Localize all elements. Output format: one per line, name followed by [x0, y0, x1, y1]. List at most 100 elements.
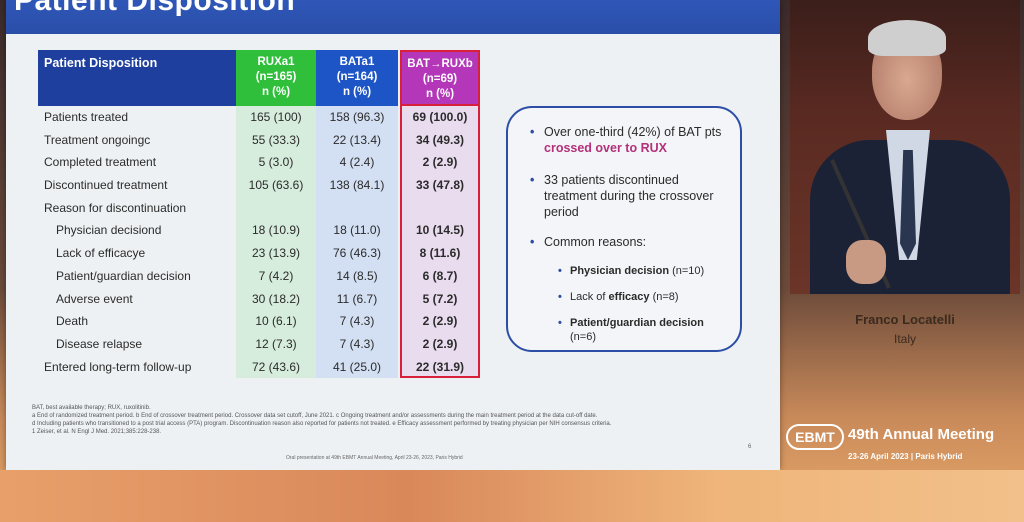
rux-column-background	[236, 106, 316, 378]
callout-bullet-reasons: • Common reasons:	[530, 235, 647, 249]
cell-c3: 8 (11.6)	[419, 246, 461, 261]
table-row: Adverse event 30 (18.2) 11 (6.7) 5 (7.2)	[38, 288, 480, 311]
slide-footnotes: BAT, best available therapy; RUX, ruxoli…	[32, 404, 732, 436]
cell-c1: 10 (6.1)	[255, 314, 297, 329]
cell-c2: 4 (2.4)	[339, 155, 375, 170]
speaker-tie	[900, 150, 916, 260]
table-row: Reason for discontinuation	[38, 197, 480, 220]
cell-c1: 7 (4.2)	[258, 268, 294, 283]
header-rux-name: RUXa1	[257, 56, 295, 68]
header-rux-unit: n (%)	[261, 86, 291, 98]
cell-c2: 7 (4.3)	[339, 314, 375, 329]
row-label: Adverse event	[56, 291, 133, 306]
cell-c1: 165 (100)	[250, 110, 302, 124]
row-label: Reason for discontinuation	[44, 200, 187, 215]
header-rux-n: (n=165)	[255, 71, 297, 83]
slide-page-number: 6	[748, 444, 752, 450]
callout-bullet-discontinued: • 33 patients discontinued treatment duri…	[530, 173, 714, 219]
presentation-slide: Patient Disposition Patient Disposition …	[6, 0, 780, 470]
table-row: Lack of efficacye 23 (13.9) 76 (46.3) 8 (11…	[38, 242, 480, 265]
speaker-name: Franco Locatelli	[855, 312, 955, 327]
table-row: Entered long-term follow-up 72 (43.6) 41 (…	[38, 356, 480, 379]
cell-c3: 69 (100.0)	[412, 110, 468, 124]
header-crossover-name: BAT→RUXb	[407, 58, 473, 70]
table-row: Patients treated 165 (100) 158 (96.3) 69 (1…	[38, 106, 480, 129]
cell-c2: 11 (6.7)	[336, 291, 378, 306]
cell-c3: 34 (49.3)	[415, 132, 465, 147]
table-row: Death 10 (6.1) 7 (4.3) 2 (2.9)	[38, 310, 480, 333]
speaker-country: Italy	[893, 332, 916, 346]
event-title: 49th Annual Meeting	[848, 426, 995, 443]
row-label: Lack of efficacye	[56, 246, 146, 261]
speaker-video	[790, 0, 1020, 294]
header-crossover-n: (n=69)	[422, 73, 458, 85]
oral-presentation-note: Oral presentation at 49th EBMT Annual Me…	[286, 455, 463, 461]
cell-c3: 22 (31.9)	[415, 359, 465, 374]
footnote: a End of randomized treatment period. b …	[32, 413, 598, 419]
table-row: Treatment ongoingc 55 (33.3) 22 (13.4) 34 (…	[38, 129, 480, 152]
cell-c3: 33 (47.8)	[415, 178, 465, 193]
speaker-hair	[868, 20, 946, 56]
slide-title-bar: Patient Disposition	[6, 0, 780, 34]
cell-c1: 105 (63.6)	[248, 178, 304, 193]
cell-c2: 138 (84.1)	[329, 178, 385, 193]
callout-bullet-crossover: • Over one-third (42%) of BAT pts crossed…	[530, 125, 722, 155]
cell-c3: 2 (2.9)	[422, 336, 458, 351]
reason-physician-decision: • Physician decision (n=10)	[558, 265, 705, 277]
table-row: Physician decisiond 18 (10.9) 18 (11.0) 10 …	[38, 219, 480, 242]
cell-c2: 22 (13.4)	[332, 132, 382, 147]
row-label: Patient/guardian decision	[56, 268, 191, 283]
header-bat-n: (n=164)	[336, 71, 378, 83]
footnote-reference: 1 Zeiser, et al. N Engl J Med. 2021;385:…	[32, 429, 162, 435]
table-header-label: Patient Disposition	[38, 50, 236, 106]
table-body: Patients treated 165 (100) 158 (96.3) 69 (1…	[38, 106, 480, 378]
header-bat-name: BATa1	[339, 56, 375, 68]
row-label: Patients treated	[44, 110, 129, 124]
footnote: d Including patients who transitioned to…	[32, 421, 612, 427]
header-crossover: BAT→RUXb (n=69) n (%)	[400, 50, 480, 106]
ebmt-logo: EBMT	[786, 424, 844, 450]
row-label: Discontinued treatment	[44, 178, 168, 193]
header-rux: RUXa1 (n=165) n (%)	[236, 50, 316, 106]
cell-c1: 23 (13.9)	[251, 246, 301, 261]
event-dates: 23-26 April 2023 | Paris Hybrid	[848, 452, 963, 461]
cell-c3: 5 (7.2)	[422, 291, 458, 306]
cell-c2: 158 (96.3)	[329, 110, 385, 124]
cell-c1: 18 (10.9)	[251, 223, 301, 238]
event-branding: EBMT 49th Annual Meeting 23-26 April 202…	[786, 422, 1022, 472]
cell-c2: 76 (46.3)	[332, 246, 382, 261]
speaker-name-card: Franco Locatelli Italy	[790, 296, 1020, 386]
speaker-hand	[846, 240, 886, 284]
cell-c3: 10 (14.5)	[415, 223, 465, 238]
summary-callout: • Over one-third (42%) of BAT pts crossed…	[506, 106, 742, 352]
header-bat: BATa1 (n=164) n (%)	[316, 50, 398, 106]
row-label: Treatment ongoingc	[44, 132, 151, 147]
stage-floor	[0, 470, 1024, 522]
cell-c2: 18 (11.0)	[333, 223, 381, 238]
cell-c3: 2 (2.9)	[422, 155, 458, 170]
row-label: Physician decisiond	[56, 223, 162, 238]
cell-c3: 2 (2.9)	[422, 314, 458, 329]
cell-c2: 14 (8.5)	[336, 268, 378, 283]
bat-column-background	[316, 106, 398, 378]
row-label: Completed treatment	[44, 155, 157, 170]
row-label: Death	[56, 314, 89, 329]
footnote: BAT, best available therapy; RUX, ruxoli…	[32, 405, 151, 411]
cell-c1: 55 (33.3)	[251, 132, 301, 147]
table-header: Patient Disposition RUXa1 (n=165) n (%) …	[38, 50, 480, 110]
reason-lack-of-efficacy: • Lack of efficacy (n=8)	[558, 291, 679, 303]
row-label: Entered long-term follow-up	[44, 359, 192, 374]
cell-c3: 6 (8.7)	[422, 268, 458, 283]
table-row: Discontinued treatment 105 (63.6) 138 (84.…	[38, 174, 480, 197]
row-label: Disease relapse	[56, 336, 143, 351]
table-row: Patient/guardian decision 7 (4.2) 14 (8.5)…	[38, 265, 480, 288]
crossover-column-background	[400, 106, 480, 378]
slide-title: Patient Disposition	[14, 0, 296, 17]
cell-c1: 30 (18.2)	[251, 291, 301, 306]
cell-c2: 41 (25.0)	[332, 359, 382, 374]
header-bat-unit: n (%)	[342, 86, 372, 98]
table-row: Completed treatment 5 (3.0) 4 (2.4) 2 (2.9)	[38, 151, 480, 174]
cell-c2: 7 (4.3)	[339, 336, 375, 351]
disposition-table: Patient Disposition RUXa1 (n=165) n (%) …	[38, 50, 480, 378]
reason-patient-guardian: • Patient/guardian decision (n=6)	[558, 317, 704, 343]
